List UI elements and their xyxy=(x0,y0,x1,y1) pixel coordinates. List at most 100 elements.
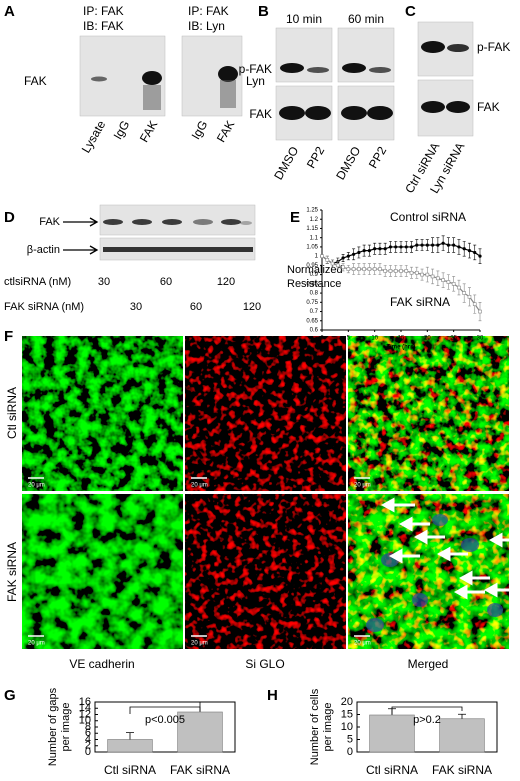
y-axis-label: per image xyxy=(322,703,334,752)
lane-label: IgG xyxy=(189,118,211,142)
panel-letter: B xyxy=(258,3,269,20)
x-tick-label: 30 xyxy=(477,336,484,342)
marker xyxy=(378,247,382,251)
band xyxy=(447,44,469,52)
band xyxy=(240,221,252,225)
marker xyxy=(446,243,450,247)
panel-letter: A xyxy=(4,3,15,20)
micrographs: 20 μm 20 μm 20 μm 20 μm 20 μm 20 μm xyxy=(22,336,515,649)
marker xyxy=(357,267,361,271)
marker xyxy=(362,249,366,253)
scale-label: 20 μm xyxy=(28,483,45,489)
band xyxy=(369,67,391,73)
x-tick-label: 0 xyxy=(320,336,324,342)
x-tick-label: 10 xyxy=(371,336,378,342)
marker xyxy=(378,267,382,271)
marker xyxy=(383,247,387,251)
marker xyxy=(394,245,398,249)
marker xyxy=(441,241,445,245)
y-tick-label: 5 xyxy=(347,733,353,745)
marker xyxy=(457,285,461,290)
annotation: Control siRNA xyxy=(390,210,466,224)
time-label: 60 min xyxy=(348,12,384,26)
marker xyxy=(399,269,403,273)
dose: 120 xyxy=(217,276,235,288)
x-tick-label: Ctl siRNA xyxy=(104,763,156,777)
lane-label: IgG xyxy=(111,118,133,142)
error-bar xyxy=(458,713,466,719)
band xyxy=(132,219,152,225)
band xyxy=(280,63,304,73)
lane-label: DMSO xyxy=(333,144,363,182)
blot-label: β-actin xyxy=(27,244,60,256)
marker xyxy=(452,243,456,247)
y-axis-label: per image xyxy=(60,703,72,752)
y-tick-label: 0.8 xyxy=(310,291,319,297)
band xyxy=(103,219,123,225)
dose: 120 xyxy=(243,301,261,313)
y-tick-label: 2 xyxy=(85,740,91,752)
row-label: Ctl siRNA xyxy=(5,387,19,439)
marker xyxy=(367,249,371,253)
marker xyxy=(425,243,429,247)
scale-bars xyxy=(28,477,370,637)
y-tick-label: 0.95 xyxy=(306,263,318,269)
x-tick-label: Ctl siRNA xyxy=(366,763,418,777)
marker xyxy=(357,250,361,255)
annotation: p>0.2 xyxy=(413,714,441,726)
smear xyxy=(143,85,161,110)
band xyxy=(103,247,253,252)
x-tick-label: 5 xyxy=(347,336,351,342)
y-axis-label: Number of gaps xyxy=(47,687,59,766)
y-tick-label: 12 xyxy=(79,708,91,720)
marker xyxy=(478,309,482,314)
marker xyxy=(367,267,372,271)
image xyxy=(185,336,346,491)
y-tick-label: 0.85 xyxy=(306,281,318,287)
blot-label: Lyn xyxy=(246,74,265,88)
y-axis-label: Normalized xyxy=(287,264,343,276)
band xyxy=(279,106,305,120)
marker xyxy=(383,269,388,273)
y-tick-label: 0.7 xyxy=(310,309,319,315)
band xyxy=(193,219,213,225)
y-tick-label: 14 xyxy=(79,702,91,714)
marker xyxy=(420,272,424,277)
band xyxy=(142,71,162,85)
marker xyxy=(372,267,377,271)
lane-label: PP2 xyxy=(304,144,328,171)
panel-letter: H xyxy=(267,687,278,704)
band xyxy=(305,106,331,120)
blot-header: IP: FAK xyxy=(188,4,229,18)
x-tick-label: 20 xyxy=(424,336,431,342)
y-tick-label: 8 xyxy=(85,721,91,733)
time-label: 10 min xyxy=(286,12,322,26)
y-tick-label: 10 xyxy=(341,721,353,733)
scale-label: 20 μm xyxy=(191,641,208,647)
image xyxy=(22,494,183,649)
band xyxy=(367,106,393,120)
image xyxy=(22,336,183,491)
marker xyxy=(330,261,335,266)
y-tick-label: 10 xyxy=(79,715,91,727)
marker xyxy=(335,263,340,268)
marker xyxy=(431,243,435,247)
y-tick-label: 0 xyxy=(347,746,353,758)
marker xyxy=(467,294,472,299)
blot-label: FAK xyxy=(24,74,47,88)
band xyxy=(421,101,445,113)
x-axis-label: Time (hrs) xyxy=(387,345,416,351)
band xyxy=(218,66,238,82)
lane-label: DMSO xyxy=(271,144,301,182)
marker xyxy=(451,282,456,286)
image xyxy=(348,336,509,491)
marker xyxy=(346,267,351,271)
marker xyxy=(462,247,466,251)
marker xyxy=(409,270,414,275)
blot-label: FAK xyxy=(477,100,500,114)
marker xyxy=(430,274,435,279)
marker xyxy=(462,291,467,295)
y-tick-label: 16 xyxy=(79,696,91,708)
